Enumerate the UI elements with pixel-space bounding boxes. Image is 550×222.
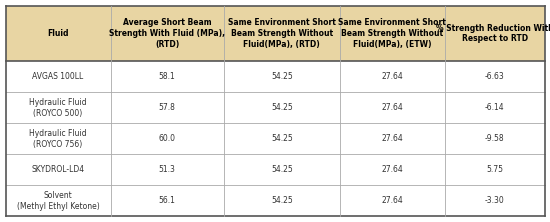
Text: Average Short Beam
Strength With Fluid (MPa),
(RTD): Average Short Beam Strength With Fluid (… (109, 18, 225, 49)
Text: Solvent
(Methyl Ethyl Ketone): Solvent (Methyl Ethyl Ketone) (16, 191, 100, 211)
Text: 54.25: 54.25 (271, 103, 293, 112)
Bar (6, 123, 544, 155)
Text: -9.58: -9.58 (485, 135, 504, 143)
Text: 58.1: 58.1 (159, 72, 175, 81)
Bar (6, 155, 544, 185)
Text: Hydraulic Fluid
(ROYCO 500): Hydraulic Fluid (ROYCO 500) (29, 98, 87, 118)
Text: 54.25: 54.25 (271, 72, 293, 81)
Text: AVGAS 100LL: AVGAS 100LL (32, 72, 84, 81)
Text: 27.64: 27.64 (381, 135, 403, 143)
Text: 27.64: 27.64 (381, 72, 403, 81)
Text: 54.25: 54.25 (271, 135, 293, 143)
Text: Fluid: Fluid (47, 29, 69, 38)
Text: 27.64: 27.64 (381, 103, 403, 112)
Text: -3.30: -3.30 (485, 196, 504, 205)
Text: Same Environment Short
Beam Strength Without
Fluid(MPa), (ETW): Same Environment Short Beam Strength Wit… (338, 18, 446, 49)
Text: 60.0: 60.0 (159, 135, 175, 143)
Text: 5.75: 5.75 (486, 165, 503, 174)
Bar (6, 6, 544, 61)
Text: -6.63: -6.63 (485, 72, 504, 81)
Text: Same Environment Short
Beam Strength Without
Fluid(MPa), (RTD): Same Environment Short Beam Strength Wit… (228, 18, 336, 49)
Text: 27.64: 27.64 (381, 196, 403, 205)
Bar (6, 185, 544, 216)
Text: % Strength Reduction With
Respect to RTD: % Strength Reduction With Respect to RTD (436, 24, 550, 43)
Text: Hydraulic Fluid
(ROYCO 756): Hydraulic Fluid (ROYCO 756) (29, 129, 87, 149)
Text: 54.25: 54.25 (271, 196, 293, 205)
Text: 54.25: 54.25 (271, 165, 293, 174)
Text: 51.3: 51.3 (159, 165, 175, 174)
Text: 57.8: 57.8 (159, 103, 175, 112)
Text: -6.14: -6.14 (485, 103, 504, 112)
Text: 27.64: 27.64 (381, 165, 403, 174)
Text: SKYDROL-LD4: SKYDROL-LD4 (31, 165, 85, 174)
Bar (6, 61, 544, 92)
Text: 56.1: 56.1 (159, 196, 175, 205)
Bar (6, 92, 544, 123)
